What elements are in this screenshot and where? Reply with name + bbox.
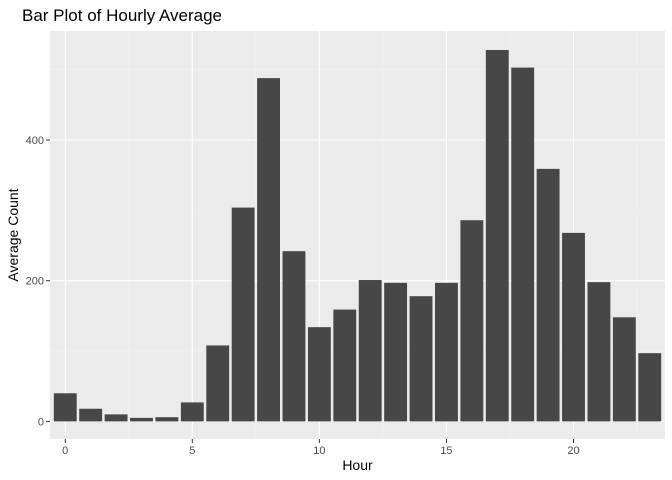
- bar-hour-22: [612, 317, 636, 422]
- bar-hour-3: [130, 417, 153, 422]
- bars: [53, 49, 662, 422]
- bar-hour-18: [511, 67, 535, 422]
- bar-hour-11: [333, 309, 357, 422]
- bar-hour-5: [180, 402, 204, 422]
- x-tick-label: 10: [313, 445, 325, 457]
- bar-hour-15: [435, 282, 458, 422]
- x-tick-label: 0: [62, 445, 68, 457]
- x-axis-title: Hour: [342, 457, 373, 473]
- bar-hour-14: [409, 296, 433, 422]
- x-tick-label: 15: [440, 445, 452, 457]
- bar-hour-12: [358, 280, 382, 422]
- bar-hour-2: [104, 414, 128, 422]
- bar-hour-7: [231, 207, 255, 422]
- y-axis-ticks: 0 200 400: [26, 135, 50, 428]
- y-tick-label: 200: [26, 276, 44, 288]
- bar-hour-0: [53, 393, 77, 422]
- bar-hour-13: [384, 282, 408, 422]
- chart-title: Bar Plot of Hourly Average: [22, 6, 222, 25]
- x-tick-label: 5: [189, 445, 195, 457]
- bar-hour-16: [460, 220, 484, 422]
- bar-hour-23: [638, 353, 662, 422]
- y-tick-label: 400: [26, 135, 44, 147]
- bar-hour-8: [257, 78, 280, 422]
- bar-hour-19: [536, 168, 560, 422]
- y-tick-label: 0: [38, 416, 44, 428]
- bar-hour-4: [155, 417, 179, 422]
- bar-hour-21: [587, 282, 611, 422]
- x-axis-ticks: 0 5 10 15 20: [62, 439, 580, 457]
- bar-hour-17: [485, 49, 509, 422]
- x-tick-label: 20: [567, 445, 579, 457]
- bar-hour-10: [307, 327, 331, 422]
- bar-hour-6: [206, 345, 230, 422]
- bar-hour-1: [79, 408, 103, 422]
- bar-hour-9: [282, 251, 306, 422]
- y-axis-title: Average Count: [5, 188, 21, 281]
- bar-hour-20: [562, 232, 585, 422]
